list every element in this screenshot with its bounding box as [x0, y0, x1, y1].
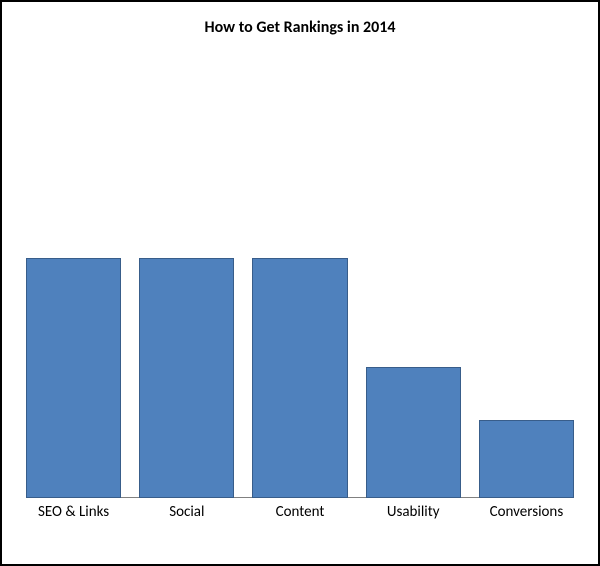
bar	[366, 367, 461, 498]
bar	[252, 258, 347, 498]
x-label: SEO & Links	[26, 504, 121, 521]
bar-slot	[252, 62, 347, 498]
bar-slot	[26, 62, 121, 498]
x-label: Usability	[366, 504, 461, 521]
bar-slot	[479, 62, 574, 498]
x-labels: SEO & Links Social Content Usability Convers…	[26, 504, 574, 521]
x-label: Conversions	[479, 504, 574, 521]
chart-title: How to Get Rankings in 2014	[2, 18, 598, 37]
plot-area	[26, 62, 574, 498]
bar	[479, 420, 574, 498]
x-label: Social	[139, 504, 234, 521]
bars-container	[26, 62, 574, 498]
x-label: Content	[252, 504, 347, 521]
bar	[26, 258, 121, 498]
bar	[139, 258, 234, 498]
bar-slot	[139, 62, 234, 498]
bar-slot	[366, 62, 461, 498]
chart-frame: How to Get Rankings in 2014 SEO & Links So…	[0, 0, 600, 566]
